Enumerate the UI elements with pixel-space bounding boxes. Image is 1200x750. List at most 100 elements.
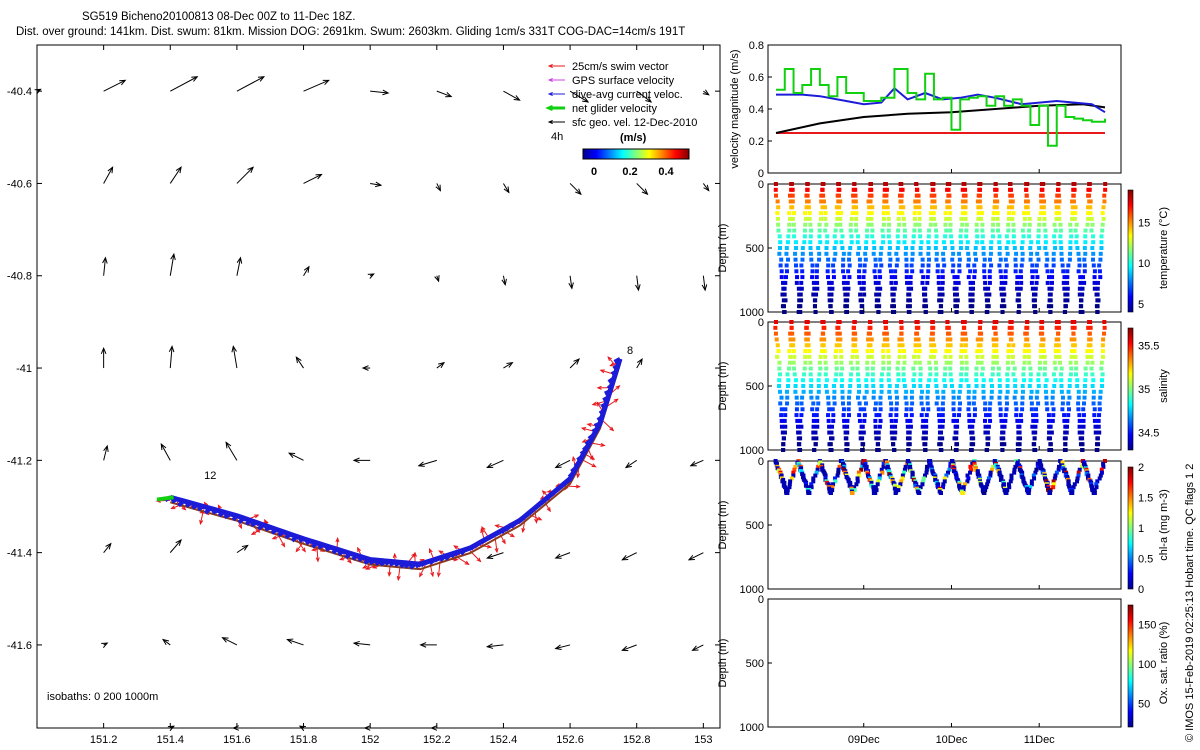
profile-point <box>935 389 940 394</box>
profile-point <box>873 407 878 412</box>
profile-point <box>784 263 789 268</box>
profile-point <box>920 482 925 487</box>
profile-point <box>1102 320 1107 324</box>
profile-point <box>980 240 985 245</box>
sfc-current-arrow-head <box>621 554 629 561</box>
profile-point <box>1081 424 1086 429</box>
sfc-current-arrow-shaft <box>169 539 182 553</box>
profile-point <box>869 222 874 227</box>
profile-point <box>791 343 796 348</box>
profile-point <box>779 269 784 274</box>
sfc-current-arrow-head <box>636 357 643 366</box>
sfc-current-arrow <box>370 89 390 96</box>
profile-point <box>962 320 967 324</box>
profile-point <box>833 479 838 484</box>
sfc-current-arrow-head <box>232 725 240 731</box>
profile-point <box>838 216 843 221</box>
profile-point <box>1011 234 1016 239</box>
profile-point <box>879 246 884 250</box>
profile-point <box>777 234 782 239</box>
profile-point <box>999 280 1004 285</box>
profile-point <box>968 464 973 469</box>
swim-vector-head <box>581 438 587 443</box>
profile-point <box>817 251 822 256</box>
profile-point <box>807 491 812 495</box>
swim-vector-head <box>281 542 286 548</box>
profile-point <box>1008 182 1013 186</box>
profile-point <box>1024 331 1029 336</box>
profile-point <box>878 401 883 406</box>
sfc-current-arrow <box>303 173 323 184</box>
swim-vector-head <box>295 547 301 553</box>
profile-point <box>785 240 790 245</box>
profile-point <box>1000 310 1005 314</box>
sfc-current-arrow-head <box>641 188 649 196</box>
profile-point <box>972 275 977 280</box>
profile-point <box>1013 257 1018 262</box>
sfc-current-arrow <box>103 542 112 553</box>
profile-point <box>987 275 992 280</box>
profile-point <box>1076 407 1081 412</box>
profile-point <box>948 360 953 365</box>
sfc-current-arrow <box>298 725 306 732</box>
profile-point <box>1075 384 1080 388</box>
profile-point <box>972 389 977 394</box>
profile-point <box>1011 211 1016 216</box>
profile-point <box>1034 413 1039 418</box>
profile-point <box>937 298 942 303</box>
profile-point <box>1036 384 1041 388</box>
profile-point <box>963 193 968 198</box>
profile-point <box>933 378 938 383</box>
profile-point <box>1033 430 1038 435</box>
profile-point <box>999 442 1004 447</box>
profile-point <box>873 263 878 268</box>
profile-point <box>901 470 906 475</box>
profile-point <box>987 413 992 418</box>
profile-point <box>815 418 820 423</box>
profile-point <box>904 257 909 262</box>
profile-point <box>945 337 950 342</box>
sfc-current-arrow-shaft <box>436 183 441 191</box>
profile-point <box>856 372 861 377</box>
profile-point <box>825 269 830 274</box>
profile-point <box>997 251 1002 256</box>
profile-point <box>775 211 780 216</box>
profile-point <box>792 354 797 359</box>
legend-label-3: net glider velocity <box>572 103 657 115</box>
profile-point <box>878 275 883 280</box>
profile-point <box>813 473 818 478</box>
sfc-current-arrow-shaft <box>303 266 310 277</box>
profile-point <box>826 418 831 423</box>
profile-point <box>991 222 996 227</box>
profile-point <box>1009 473 1014 478</box>
profile-point <box>1074 366 1079 371</box>
profile-point <box>937 424 942 429</box>
profile-point <box>1044 251 1049 256</box>
profile-point <box>892 436 897 441</box>
profile-point <box>1033 470 1038 475</box>
profile-point <box>826 401 831 406</box>
profile-point <box>1060 395 1065 400</box>
profile-point <box>1092 407 1097 412</box>
profile-point <box>847 275 852 280</box>
profile-point <box>944 360 949 365</box>
profile-point <box>893 418 898 423</box>
profile-point <box>990 467 995 472</box>
profile-point <box>978 320 983 324</box>
profile-point <box>856 378 861 383</box>
profile-point <box>992 349 997 354</box>
credit-text: © IMOS 15-Feb-2019 02:25:13 Hobart time.… <box>1184 464 1196 742</box>
map-xtick-label: 152.4 <box>490 734 518 746</box>
profile-point <box>931 211 936 216</box>
profile-point <box>858 292 863 297</box>
profile-point <box>1072 187 1077 192</box>
profile-point <box>868 343 873 348</box>
profile-point <box>830 488 835 493</box>
swim-vector-head <box>607 356 612 361</box>
profile-point <box>955 298 960 303</box>
profile-point <box>831 275 836 280</box>
profile-point <box>793 251 798 256</box>
profile-point <box>909 389 914 394</box>
profile-point <box>1033 292 1038 297</box>
